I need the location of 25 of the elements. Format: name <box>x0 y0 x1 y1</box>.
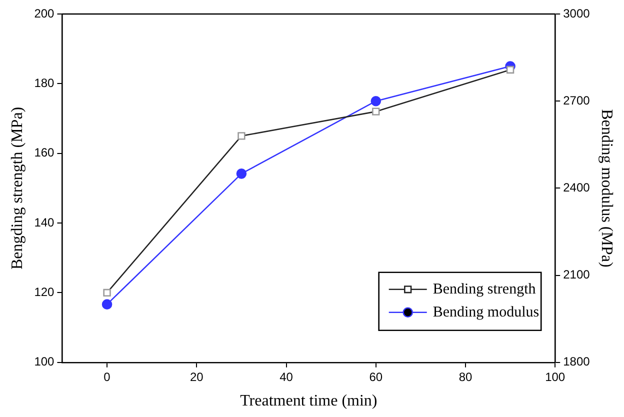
y-tick-label: 140 <box>34 215 55 230</box>
x-tick-label: 100 <box>545 370 566 384</box>
y-tick-label: 180 <box>34 76 55 90</box>
x-tick-label: 80 <box>458 370 472 384</box>
y2-tick-label: 3000 <box>563 6 590 20</box>
x-axis-title: Treatment time (min) <box>240 392 378 410</box>
point <box>102 299 112 310</box>
y-tick-label: 160 <box>34 146 55 160</box>
point <box>370 96 382 106</box>
y2-tick-label: 2100 <box>563 268 590 282</box>
x-tick-label: 20 <box>190 370 204 384</box>
x-tick-label: 40 <box>280 370 294 384</box>
y-tick-label: 120 <box>34 285 55 300</box>
y2-tick-label: 2700 <box>563 93 590 108</box>
point <box>236 168 247 179</box>
y-axis-title: Bengding strength (MPa) <box>8 106 26 270</box>
y2-tick-label: 1800 <box>563 354 590 369</box>
legend-label: Bending modulus <box>432 304 540 320</box>
x-tick-label: 60 <box>369 370 383 384</box>
y-tick-label: 200 <box>34 6 55 20</box>
y-tick-label: 100 <box>34 354 55 369</box>
y2-axis-title: Bending modulus (MPa) <box>598 109 616 268</box>
x-tick-label: 0 <box>104 370 111 384</box>
y2-tick-label: 2400 <box>563 180 590 195</box>
legend-label: Bending strength <box>432 281 536 298</box>
